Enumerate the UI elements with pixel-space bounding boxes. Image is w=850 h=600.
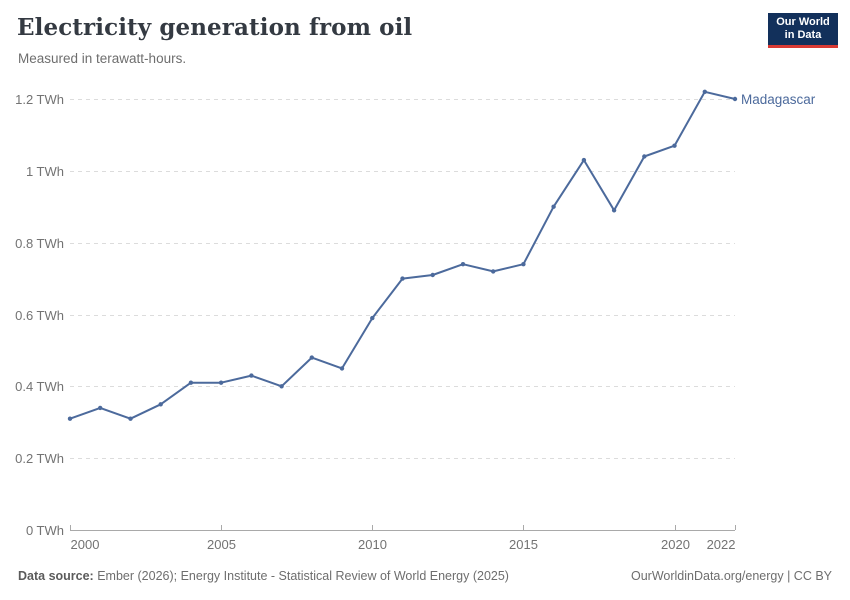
data-point-2019[interactable] <box>642 154 647 159</box>
y-axis-tick-label: 0.4 TWh <box>15 379 64 394</box>
y-axis-tick-label: 0.8 TWh <box>15 236 64 251</box>
x-axis-tick-label: 2020 <box>661 537 690 552</box>
data-point-2022[interactable] <box>732 96 738 102</box>
y-axis-tick-label: 0 TWh <box>26 523 64 538</box>
data-point-2010[interactable] <box>370 315 375 321</box>
data-source-text: Ember (2026); Energy Institute - Statist… <box>93 569 509 583</box>
x-axis-tick-label: 2015 <box>509 537 538 552</box>
data-point-2008[interactable] <box>309 355 314 360</box>
data-point-2012[interactable] <box>430 272 435 278</box>
x-axis-tick-label: 2005 <box>207 537 236 552</box>
data-point-2000[interactable] <box>67 416 73 421</box>
data-point-2013[interactable] <box>460 262 466 267</box>
data-point-2017[interactable] <box>581 157 587 163</box>
data-point-2011[interactable] <box>400 276 405 281</box>
x-axis-tick-label: 2000 <box>71 537 100 552</box>
owid-logo-line1: Our World <box>776 16 830 28</box>
data-point-2004[interactable] <box>188 380 194 385</box>
data-point-2006[interactable] <box>249 373 254 378</box>
chart-footer: Data source: Ember (2026); Energy Instit… <box>18 569 832 583</box>
data-line-madagascar[interactable] <box>69 90 736 420</box>
series-label-madagascar[interactable]: Madagascar <box>741 92 816 107</box>
owid-logo-line2: in Data <box>784 29 822 41</box>
data-point-2007[interactable] <box>279 384 284 389</box>
data-point-2001[interactable] <box>98 405 103 411</box>
x-axis-tick-label: 2010 <box>358 537 387 552</box>
chart-subtitle: Measured in terawatt-hours. <box>18 51 187 66</box>
data-point-2018[interactable] <box>611 208 617 213</box>
data-point-2016[interactable] <box>551 204 556 209</box>
data-source-note[interactable]: Data source: Ember (2026); Energy Instit… <box>18 569 509 583</box>
data-point-2021[interactable] <box>702 89 707 95</box>
y-axis-tick-label: 0.6 TWh <box>15 308 64 323</box>
y-axis-tick-label: 1.2 TWh <box>15 92 64 107</box>
y-axis-tick-label: 0.2 TWh <box>15 451 64 466</box>
data-point-2020[interactable] <box>672 143 677 148</box>
data-point-2014[interactable] <box>491 269 496 274</box>
page-title: Electricity generation from oil <box>17 14 413 41</box>
owid-logo[interactable]: Our World in Data <box>768 13 838 48</box>
data-point-2002[interactable] <box>128 416 133 421</box>
data-point-2015[interactable] <box>521 262 526 267</box>
data-point-2003[interactable] <box>158 402 163 407</box>
x-axis-tick-label: 2022 <box>707 537 736 552</box>
data-point-2009[interactable] <box>339 366 345 371</box>
owid-url-link[interactable]: OurWorldinData.org/energy | CC BY <box>630 569 832 583</box>
data-source-label: Data source: <box>18 569 94 583</box>
y-axis-tick-label: 1 TWh <box>26 164 64 179</box>
data-point-2005[interactable] <box>218 380 224 385</box>
